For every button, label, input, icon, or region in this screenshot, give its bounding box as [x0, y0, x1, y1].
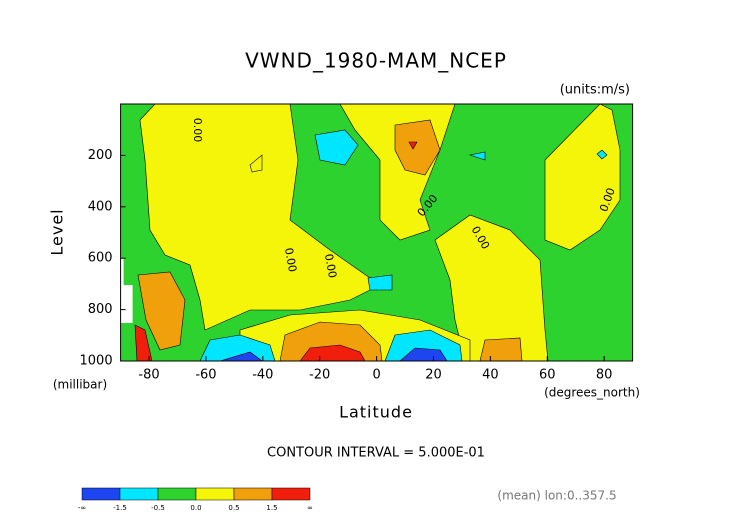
x-tick-label: 20 [425, 368, 442, 383]
chart-title: VWND_1980-MAM_NCEP [245, 49, 507, 73]
x-axis-units: (degrees_north) [544, 386, 640, 400]
colorbar-swatch [271, 487, 311, 501]
x-tick-label: 0 [372, 368, 380, 383]
y-axis-label: Level [48, 208, 67, 255]
contour-fill [394, 119, 441, 176]
colorbar-label: 1.5 [266, 504, 277, 512]
contour-fill [139, 103, 381, 331]
contour-fill [249, 154, 263, 173]
footnote: (mean) lon:0..357.5 [497, 489, 616, 503]
contour-label: 0.00 [282, 247, 299, 273]
colorbar-swatch [119, 487, 159, 501]
y-tick-label: 400 [88, 199, 113, 214]
contour-fill [408, 141, 418, 150]
contour-fill [314, 129, 359, 166]
colorbar-label: 0.5 [228, 504, 239, 512]
contour-fill [468, 151, 486, 161]
colorbar-swatch [195, 487, 235, 501]
y-tick-label: 800 [88, 302, 113, 317]
contour-interval: CONTOUR INTERVAL = 5.000E-01 [267, 446, 485, 461]
contour-fill [479, 337, 523, 362]
contour-fill [137, 271, 186, 351]
x-tick-label: 60 [539, 368, 556, 383]
missing-data [120, 258, 124, 285]
contour-fill [544, 103, 621, 251]
colorbar-label: -0.5 [151, 504, 165, 512]
colorbar-swatch [81, 487, 121, 501]
contour-fill [434, 214, 549, 362]
colorbar-swatch [233, 487, 273, 501]
x-tick-label: 80 [596, 368, 613, 383]
x-tick-label: 40 [482, 368, 499, 383]
colorbar-label: ∞ [307, 504, 313, 512]
colorbar-label: -1.5 [113, 504, 127, 512]
y-axis-units: (millibar) [53, 378, 107, 392]
x-tick-label: -20 [309, 368, 330, 383]
missing-data [120, 285, 133, 323]
x-tick-label: -60 [195, 368, 216, 383]
x-tick-label: -40 [252, 368, 273, 383]
colorbar-label: -∞ [78, 504, 86, 512]
x-axis-label: Latitude [339, 403, 413, 422]
colorbar-swatch [157, 487, 197, 501]
units-label: (units:m/s) [560, 83, 630, 98]
contour-label: 0.00 [322, 253, 339, 279]
colorbar-label: 0.0 [190, 504, 201, 512]
x-tick-label: -80 [138, 368, 159, 383]
y-tick-label: 200 [88, 148, 113, 163]
contour-fill [367, 274, 393, 291]
contour-fill [596, 149, 608, 160]
contour-label: 0.00 [191, 118, 204, 143]
y-tick-label: 1000 [80, 354, 113, 369]
y-tick-label: 600 [88, 251, 113, 266]
